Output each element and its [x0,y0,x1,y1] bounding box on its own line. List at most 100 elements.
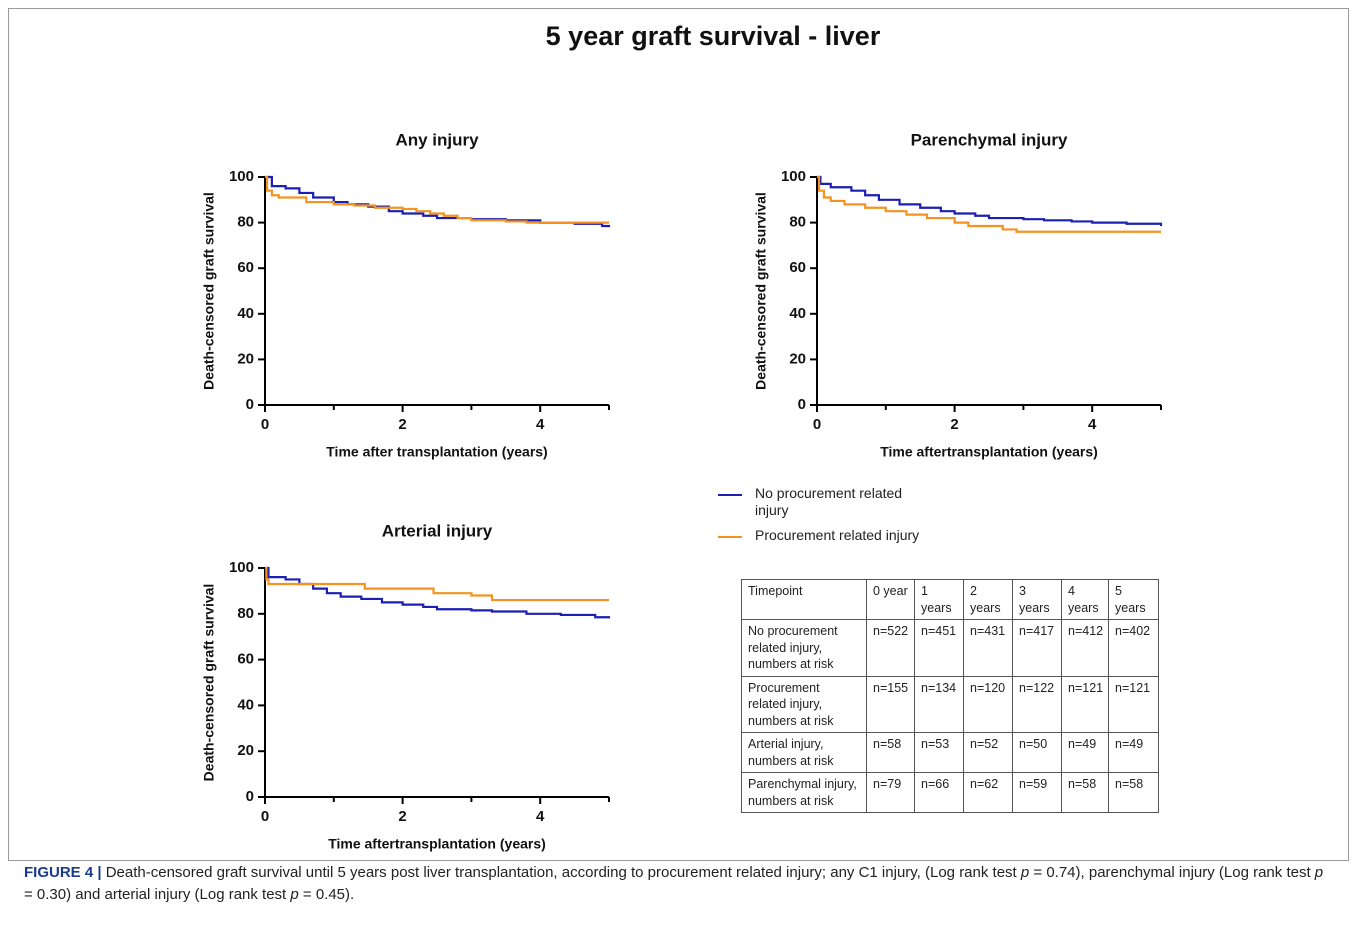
y-axis-label: Death-censored graft survival [753,192,769,390]
table-cell: n=417 [1012,619,1062,677]
risk-table: Timepoint 0 year 1 years 2 years 3 years 4 ye… [741,579,1159,813]
chart-title: Arterial injury [382,521,493,540]
y-tick-label: 40 [237,696,254,713]
table-cell: n=66 [914,772,964,813]
table-cell: n=121 [1061,675,1109,733]
y-axis-label: Death-censored graft survival [201,584,217,782]
table-cell: n=79 [866,772,915,813]
table-cell: n=412 [1061,619,1109,677]
table-row: No procurement related injury, numbers a… [741,619,1159,677]
table-cell: n=49 [1108,732,1159,773]
table-cell: n=52 [963,732,1013,773]
x-axis-label: Time aftertransplantation (years) [328,836,546,852]
y-axis-label: Death-censored graft survival [201,192,217,390]
caption-text: = 0.45). [298,886,355,903]
x-tick-label: 0 [261,416,269,433]
y-tick-label: 60 [237,259,254,276]
table-row: Arterial injury, numbers at risk n=58 n=53… [741,732,1159,773]
y-tick-label: 100 [781,168,806,185]
table-cell: n=53 [914,732,964,773]
caption-text: = 0.30) and arterial injury (Log rank te… [24,886,291,903]
y-tick-label: 40 [789,305,806,322]
table-row: Procurement related injury, numbers at r… [741,675,1159,733]
y-tick-label: 20 [237,350,254,367]
chart-title: Any injury [395,130,479,149]
y-tick-label: 80 [789,214,806,231]
x-axis-label: Time aftertransplantation (years) [880,444,1098,460]
y-tick-label: 20 [237,742,254,759]
x-tick-label: 2 [398,416,406,433]
caption-text: = 0.74), parenchymal injury (Log rank te… [1029,864,1315,881]
caption-italic: p [1020,864,1030,881]
legend-swatch [718,494,742,496]
legend-label: No procurement related injury [755,485,903,518]
legend-item: Procurement related injury [718,527,935,544]
x-tick-label: 2 [950,416,958,433]
survival-curve [817,175,1163,227]
caption: FIGURE 4 | Death-censored graft survival… [24,862,1324,906]
y-tick-label: 0 [798,396,806,413]
chart-title: Parenchymal injury [911,130,1068,149]
table-cell: n=402 [1108,619,1159,677]
y-tick-label: 60 [789,259,806,276]
y-tick-label: 20 [789,350,806,367]
y-tick-label: 80 [237,605,254,622]
table-cell: n=58 [1108,772,1159,813]
table-cell: n=120 [963,675,1013,733]
table-cell: Parenchymal injury, numbers at risk [741,772,867,813]
table-cell: 4 years [1061,579,1109,620]
x-tick-label: 2 [398,808,406,825]
table-cell: 2 years [963,579,1013,620]
caption-text: Death-censored graft survival until 5 ye… [101,864,1021,881]
table-cell: n=451 [914,619,964,677]
table-cell: n=121 [1108,675,1159,733]
table-cell: n=155 [866,675,915,733]
caption-italic: p [290,886,299,903]
table-cell: n=58 [866,732,915,773]
table-cell: n=49 [1061,732,1109,773]
table-cell: Timepoint [741,579,867,620]
table-row: Parenchymal injury, numbers at risk n=79 n… [741,772,1159,813]
y-tick-label: 80 [237,214,254,231]
x-tick-label: 4 [536,416,545,433]
x-tick-label: 0 [813,416,821,433]
y-tick-label: 0 [246,396,254,413]
table-cell: Procurement related injury, numbers at r… [741,675,867,733]
table-cell: n=58 [1061,772,1109,813]
table-cell: n=522 [866,619,915,677]
table-cell: n=134 [914,675,964,733]
table-cell: 1 years [914,579,964,620]
y-tick-label: 100 [229,559,254,576]
y-tick-label: 100 [229,168,254,185]
table-cell: n=59 [1012,772,1062,813]
x-axis-label: Time after transplantation (years) [326,444,547,460]
x-tick-label: 0 [261,808,269,825]
caption-italic: p [1314,864,1324,881]
table-cell: 3 years [1012,579,1062,620]
y-tick-label: 40 [237,305,254,322]
table-cell: Arterial injury, numbers at risk [741,732,867,773]
table-cell: n=431 [963,619,1013,677]
legend-label: Procurement related injury [755,527,920,543]
table-cell: n=122 [1012,675,1062,733]
table-cell: 5 years [1108,579,1159,620]
table-cell: n=50 [1012,732,1062,773]
charts: 5 year graft survival - liver Any injury… [201,21,1163,852]
figure-title: 5 year graft survival - liver [546,21,881,51]
caption-label: FIGURE 4 | [24,864,102,881]
table-cell: No procurement related injury, numbers a… [741,619,867,677]
y-tick-label: 60 [237,651,254,668]
survival-curve [265,566,609,602]
figure-frame [8,8,1349,861]
table-cell: 0 year [866,579,915,620]
legend-swatch [718,536,742,538]
legend-item: No procurement related injury [718,485,935,519]
x-tick-label: 4 [536,808,545,825]
x-tick-label: 4 [1088,416,1097,433]
survival-curve [817,175,1161,233]
table-cell: n=62 [963,772,1013,813]
survival-curve [265,566,611,619]
survival-curve [265,175,609,224]
y-tick-label: 0 [246,788,254,805]
